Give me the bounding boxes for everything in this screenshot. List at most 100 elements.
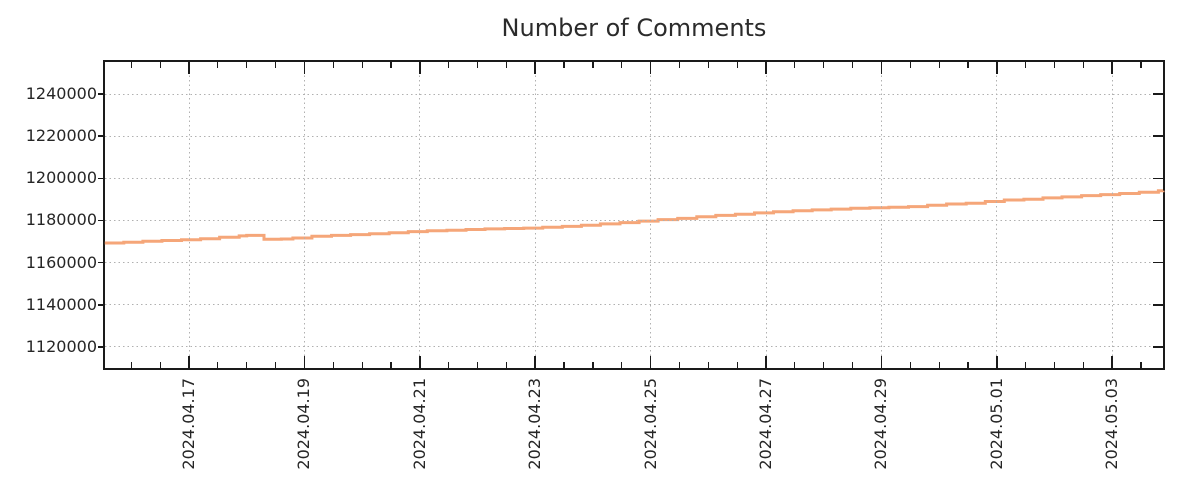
v-gridline [419, 62, 421, 368]
x-tick-major-top [303, 62, 306, 74]
x-tick-major-bottom [880, 356, 883, 368]
x-tick-minor-top [361, 62, 363, 68]
x-tick-major-top [1111, 62, 1113, 74]
x-tick-label: 2024.04.23 [525, 378, 545, 470]
x-tick-minor-top [505, 62, 507, 68]
y-tick-right [1153, 261, 1163, 264]
x-tick-label: 2024.04.29 [871, 378, 891, 470]
h-gridline [105, 219, 1163, 221]
x-tick-major-top [880, 62, 883, 74]
x-tick-minor-bottom [332, 362, 334, 368]
x-tick-minor-bottom [736, 362, 738, 368]
x-tick-major-bottom [996, 356, 998, 368]
x-tick-minor-top [736, 62, 738, 68]
x-tick-minor-bottom [678, 362, 681, 368]
y-tick-left [98, 219, 105, 222]
x-tick-minor-bottom [621, 362, 623, 368]
x-tick-minor-bottom [851, 362, 854, 368]
y-tick-label: 1140000 [25, 294, 97, 314]
y-tick-left [98, 93, 105, 95]
x-tick-minor-top [909, 62, 911, 68]
x-tick-minor-bottom [246, 362, 248, 368]
chart-title: Number of Comments [501, 14, 767, 42]
y-tick-label: 1240000 [25, 84, 97, 104]
x-tick-minor-top [159, 62, 161, 68]
x-tick-minor-bottom [823, 362, 825, 368]
x-tick-minor-top [794, 62, 796, 68]
x-tick-minor-top [1053, 62, 1056, 68]
x-tick-major-bottom [303, 356, 306, 368]
x-tick-minor-top [130, 62, 132, 68]
x-tick-minor-top [476, 62, 479, 68]
x-tick-minor-bottom [938, 362, 940, 368]
v-gridline [650, 62, 652, 368]
x-tick-minor-top [448, 62, 450, 68]
v-gridline [996, 62, 998, 368]
x-tick-minor-top [1025, 62, 1027, 68]
y-tick-left [98, 135, 105, 137]
y-tick-left [98, 304, 105, 306]
x-tick-label: 2024.04.19 [294, 378, 314, 470]
x-tick-minor-bottom [448, 362, 450, 368]
x-tick-minor-bottom [274, 362, 277, 368]
x-tick-label: 2024.04.17 [179, 378, 198, 470]
h-gridline [105, 177, 1163, 179]
x-tick-major-bottom [419, 356, 421, 368]
y-tick-label: 1120000 [25, 336, 97, 356]
v-gridline [303, 62, 305, 368]
x-tick-minor-bottom [159, 362, 161, 368]
x-tick-minor-bottom [390, 362, 392, 368]
y-tick-left [98, 346, 105, 348]
v-gridline [188, 62, 190, 368]
x-tick-minor-bottom [592, 362, 594, 368]
x-tick-label: 2024.05.03 [1102, 378, 1122, 470]
x-tick-minor-top [823, 62, 825, 68]
x-tick-minor-top [246, 62, 248, 68]
y-tick-label: 1160000 [25, 252, 97, 272]
x-tick-minor-top [390, 62, 392, 68]
y-tick-right [1153, 93, 1163, 95]
y-tick-label: 1180000 [25, 210, 97, 230]
x-tick-minor-bottom [361, 362, 363, 368]
x-tick-minor-top [332, 62, 334, 68]
v-gridline [534, 62, 536, 368]
x-tick-minor-bottom [794, 362, 796, 368]
x-tick-major-bottom [1111, 356, 1113, 368]
x-tick-minor-bottom [563, 362, 565, 368]
y-tick-label: 1200000 [25, 168, 97, 188]
x-tick-major-top [188, 62, 190, 74]
x-tick-major-top [765, 62, 767, 74]
plot-area [98, 62, 1165, 368]
y-tick-right [1153, 135, 1163, 137]
x-tick-minor-bottom [505, 362, 507, 368]
v-gridline [1111, 62, 1113, 368]
x-tick-minor-bottom [1025, 362, 1027, 368]
y-tick-right [1153, 177, 1163, 180]
v-gridline [880, 62, 882, 368]
x-tick-major-bottom [765, 356, 767, 368]
x-tick-minor-bottom [130, 362, 132, 368]
x-tick-major-bottom [188, 356, 190, 368]
x-tick-minor-bottom [1082, 362, 1084, 368]
y-tick-left [98, 261, 105, 264]
x-tick-minor-top [938, 62, 940, 68]
y-tick-right [1153, 304, 1163, 306]
plot-frame [103, 60, 1165, 370]
h-gridline [105, 262, 1163, 264]
v-gridline [765, 62, 767, 368]
x-tick-major-top [534, 62, 536, 74]
x-tick-minor-top [217, 62, 219, 68]
x-tick-minor-top [1082, 62, 1084, 68]
x-tick-major-bottom [534, 356, 536, 368]
x-tick-minor-top [967, 62, 969, 68]
x-tick-minor-top [707, 62, 709, 68]
h-gridline [105, 135, 1163, 137]
x-tick-label: 2024.04.27 [756, 378, 776, 470]
x-tick-minor-top [1140, 62, 1142, 68]
x-tick-minor-bottom [1053, 362, 1056, 368]
y-tick-right [1153, 219, 1163, 222]
x-tick-label: 2024.05.01 [986, 378, 1006, 470]
x-tick-minor-bottom [967, 362, 969, 368]
h-gridline [105, 93, 1163, 95]
x-tick-minor-top [274, 62, 277, 68]
